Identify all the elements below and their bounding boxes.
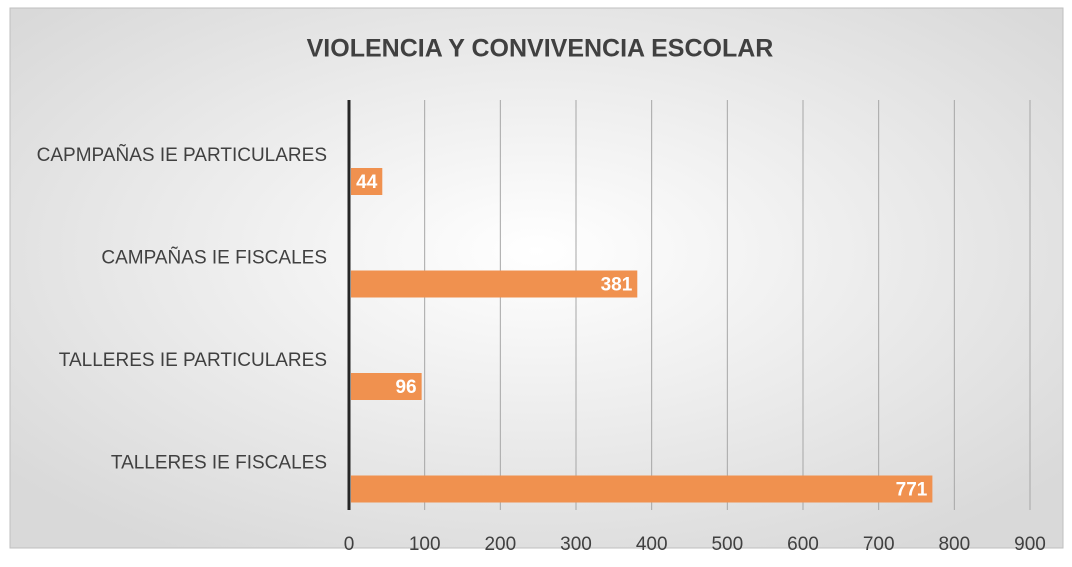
- data-label: 44: [356, 172, 378, 193]
- bar: [351, 373, 422, 400]
- x-tick-label: 400: [636, 534, 668, 555]
- x-tick-label: 800: [938, 534, 970, 555]
- y-tick-label: TALLERES IE FISCALES: [111, 453, 327, 474]
- bar: [351, 475, 933, 503]
- data-label: 381: [601, 275, 633, 296]
- y-tick-label: CAPMPAÑAS IE PARTICULARES: [37, 144, 327, 166]
- data-label: 96: [395, 377, 416, 398]
- x-tick-label: 900: [1014, 534, 1046, 555]
- x-tick-label: 700: [863, 534, 895, 555]
- x-tick-label: 200: [484, 534, 516, 555]
- y-tick-label: CAMPAÑAS IE FISCALES: [101, 247, 327, 269]
- x-tick-label: 300: [560, 534, 592, 555]
- x-tick-label: 600: [787, 534, 819, 555]
- x-tick-label: 100: [409, 534, 441, 555]
- x-tick-label: 0: [344, 534, 355, 555]
- chart-title: VIOLENCIA Y CONVIVENCIA ESCOLAR: [307, 35, 774, 63]
- bar: [351, 270, 638, 298]
- data-label: 771: [896, 480, 928, 501]
- bar: [351, 168, 383, 195]
- x-tick-label: 500: [711, 534, 743, 555]
- y-tick-label: TALLERES IE PARTICULARES: [59, 350, 327, 371]
